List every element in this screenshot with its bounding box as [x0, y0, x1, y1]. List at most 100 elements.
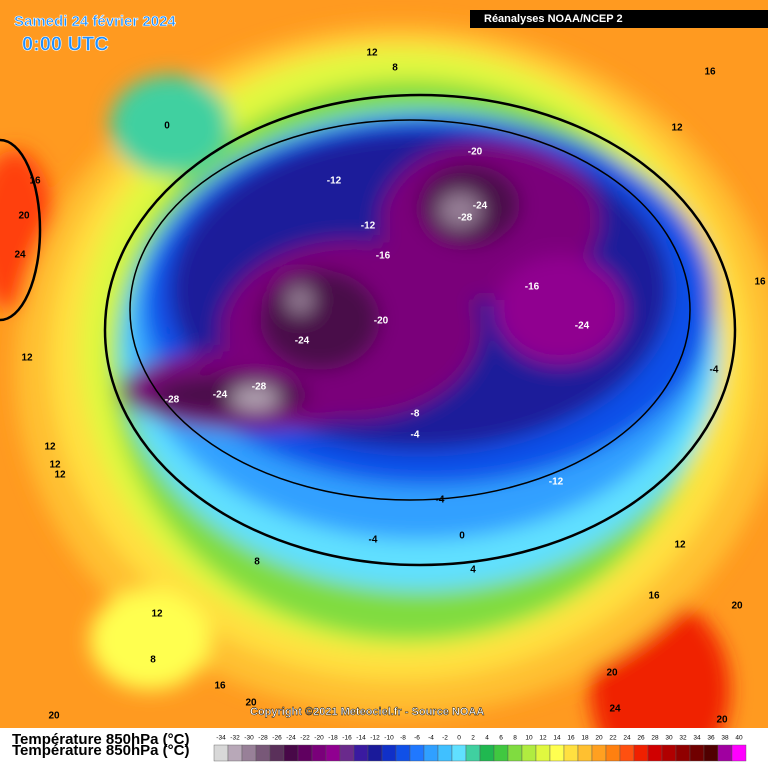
contour-label: -8 — [411, 409, 420, 420]
colorbar-swatch — [325, 744, 341, 762]
colorbar-label: -34 — [216, 735, 226, 742]
colorbar-label: -14 — [356, 735, 366, 742]
colorbar-label: 34 — [693, 735, 701, 742]
colorbar-label: 0 — [457, 735, 461, 742]
copyright: Copyright ©2021 Meteociel.fr - Source NO… — [250, 706, 484, 718]
contour-label: -4 — [436, 495, 445, 506]
legend-title: Température 850hPa (°C) — [12, 731, 189, 748]
colorbar-label: 26 — [637, 735, 645, 742]
colorbar-label: 4 — [485, 735, 489, 742]
colorbar-label: 24 — [623, 735, 631, 742]
colorbar-swatch — [493, 744, 509, 762]
colorbar-label: 14 — [553, 735, 561, 742]
colorbar-swatch — [465, 744, 481, 762]
colorbar-swatch — [577, 744, 593, 762]
contour-label: -12 — [361, 221, 376, 232]
contour-label: 20 — [716, 715, 728, 726]
colorbar-swatch — [227, 744, 243, 762]
contour-label: -4 — [369, 535, 378, 546]
colorbar-label: -22 — [300, 735, 310, 742]
contour-label: -20 — [374, 316, 389, 327]
map-date: Samedi 24 février 2024 — [14, 13, 176, 30]
contour-label: 12 — [366, 48, 378, 59]
colorbar-label: 38 — [721, 735, 729, 742]
colorbar-label: -18 — [328, 735, 338, 742]
contour-label: 4 — [470, 565, 476, 576]
colorbar-label: 18 — [581, 735, 589, 742]
source-box — [470, 10, 768, 28]
colorbar-label: -8 — [400, 735, 406, 742]
colorbar-swatch — [283, 744, 299, 762]
contour-label: -28 — [252, 382, 267, 393]
contour-label: -24 — [295, 336, 310, 347]
legend-title-shadow: Température 850hPa (°C) — [12, 742, 189, 759]
colorbar-label: -2 — [442, 735, 448, 742]
colorbar-swatch — [717, 744, 733, 762]
colorbar-label: -20 — [314, 735, 324, 742]
colorbar-label: -10 — [384, 735, 394, 742]
colorbar-swatch — [437, 744, 453, 762]
contour-label: -28 — [165, 395, 180, 406]
colorbar-swatch — [311, 744, 327, 762]
contour-label: 24 — [14, 250, 26, 261]
contour-label: 16 — [704, 67, 716, 78]
colorbar: -34 -32 -30 -28 -26 -24 -22 -20 -18 -16 -14 -12 -10-… — [213, 735, 747, 762]
colorbar-label: -28 — [258, 735, 268, 742]
contour-label: 12 — [54, 470, 66, 481]
colorbar-label: 30 — [665, 735, 673, 742]
colorbar-swatch — [731, 744, 747, 762]
colorbar-label: 36 — [707, 735, 715, 742]
colorbar-swatch — [703, 744, 719, 762]
colorbar-swatch — [255, 744, 271, 762]
contour-label: 12 — [44, 442, 56, 453]
contour-label: -4 — [710, 365, 719, 376]
colorbar-swatch — [367, 744, 383, 762]
colorbar-swatch — [381, 744, 397, 762]
colorbar-swatch — [619, 744, 635, 762]
colorbar-swatch — [241, 744, 257, 762]
colorbar-swatch — [563, 744, 579, 762]
colorbar-label: 16 — [567, 735, 575, 742]
contour-label: -16 — [376, 251, 391, 262]
colorbar-swatch — [451, 744, 467, 762]
contour-label: 16 — [214, 681, 226, 692]
contour-label: -12 — [549, 477, 564, 488]
colorbar-label: -16 — [342, 735, 352, 742]
contour-label: 12 — [151, 609, 163, 620]
contour-label: 24 — [609, 704, 621, 715]
colorbar-swatch — [409, 744, 425, 762]
colorbar-label: 10 — [525, 735, 533, 742]
colorbar-label: -32 — [230, 735, 240, 742]
colorbar-label: 40 — [735, 735, 743, 742]
contour-label: 12 — [671, 123, 683, 134]
contour-label: -20 — [468, 147, 483, 158]
contour-label: 8 — [254, 557, 260, 568]
colorbar-label: 28 — [651, 735, 659, 742]
colorbar-swatch — [689, 744, 705, 762]
map-source: Réanalyses NOAA/NCEP 2 — [484, 13, 623, 25]
colorbar-label: 32 — [679, 735, 687, 742]
contour-label: 16 — [29, 176, 41, 187]
contour-label: 8 — [150, 655, 156, 666]
colorbar-swatch — [647, 744, 663, 762]
colorbar-swatch — [353, 744, 369, 762]
colorbar-swatch — [507, 744, 523, 762]
contour-label: 20 — [48, 711, 60, 722]
contour-label: 12 — [49, 460, 61, 471]
colorbar-swatch — [661, 744, 677, 762]
colorbar-label: 12 — [539, 735, 547, 742]
colorbar-label: -26 — [272, 735, 282, 742]
contour-label: 20 — [731, 601, 743, 612]
colorbar-swatch — [605, 744, 621, 762]
contour-label: 0 — [459, 531, 465, 542]
contour-label: 0 — [164, 121, 170, 132]
colorbar-label: -12 — [370, 735, 380, 742]
contour-label: 20 — [18, 211, 30, 222]
contour-label: 12 — [21, 353, 33, 364]
colorbar-swatch — [269, 744, 285, 762]
colorbar-label: 2 — [471, 735, 475, 742]
colorbar-label: -6 — [414, 735, 420, 742]
contour-label: -4 — [411, 430, 420, 441]
